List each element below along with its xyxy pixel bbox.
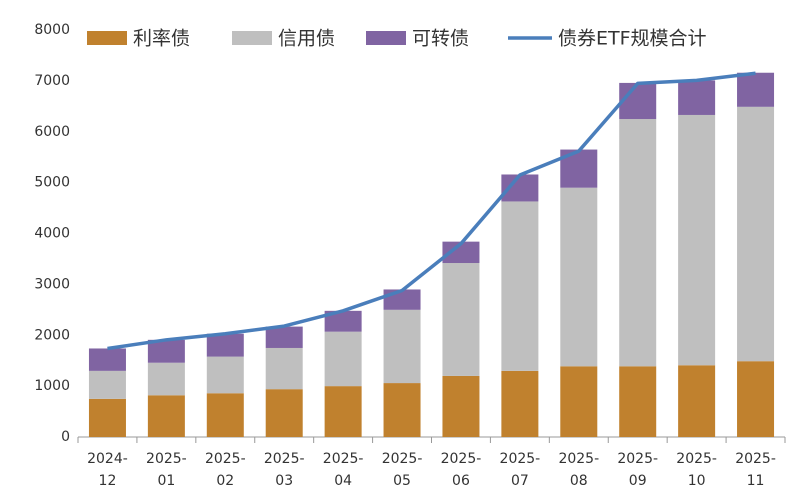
y-tick-label: 4000 — [34, 226, 70, 242]
x-tick-label: 2025- 06 — [440, 451, 482, 489]
legend-swatch — [87, 31, 127, 45]
bar-segment — [560, 366, 598, 437]
bar-segment — [265, 326, 303, 348]
bar-segment — [88, 398, 126, 437]
legend-label: 信用债 — [278, 28, 335, 50]
bar-segment — [206, 333, 244, 357]
bar-segment — [619, 366, 657, 437]
bar-segment — [560, 187, 598, 367]
bar-segment — [206, 356, 244, 394]
y-tick-label: 1000 — [34, 378, 70, 394]
x-tick-label: 2025- 08 — [558, 451, 600, 489]
bar-segment — [678, 80, 716, 115]
bar-segment — [147, 362, 185, 396]
x-tick-label: 2025- 09 — [617, 451, 659, 489]
x-tick-label: 2025- 05 — [381, 451, 423, 489]
bar-segment — [147, 395, 185, 437]
bar-segment — [619, 82, 657, 120]
x-tick-label: 2025- 03 — [263, 451, 305, 489]
bar-segment — [442, 375, 480, 437]
legend-swatch — [232, 31, 272, 45]
bar-segment — [88, 348, 126, 371]
x-tick-label: 2025- 07 — [499, 451, 541, 489]
legend-swatch — [366, 31, 406, 45]
x-tick-label: 2025- 11 — [735, 451, 776, 489]
bar-segment — [265, 389, 303, 437]
bar-segment — [737, 106, 775, 362]
bar-segment — [678, 114, 716, 366]
bar-segment — [678, 365, 716, 437]
bar-segment — [737, 361, 775, 437]
legend-label: 债券ETF规模合计 — [558, 28, 707, 50]
bar-segment — [383, 383, 421, 437]
bar-segment — [383, 309, 421, 384]
bar-segment — [501, 370, 539, 437]
bar-segment — [324, 310, 362, 332]
y-tick-label: 6000 — [34, 124, 70, 140]
y-tick-label: 8000 — [34, 22, 70, 38]
bar-segment — [265, 347, 303, 390]
bar-segment — [619, 119, 657, 367]
bar-segment — [442, 263, 480, 376]
bar-segment — [324, 331, 362, 387]
total-line — [107, 71, 756, 351]
y-tick-label: 5000 — [34, 175, 70, 191]
y-tick-label: 0 — [61, 429, 70, 445]
x-tick-label: 2025- 04 — [322, 451, 364, 489]
y-tick-label: 3000 — [34, 276, 70, 292]
bar-segment — [383, 289, 421, 310]
bar-segment — [501, 201, 539, 371]
x-tick-label: 2025- 02 — [204, 451, 246, 489]
y-tick-label: 2000 — [34, 327, 70, 343]
bar-segment — [147, 339, 185, 363]
y-tick-label: 7000 — [34, 73, 70, 89]
x-tick-label: 2025- 01 — [146, 451, 187, 489]
x-tick-label: 2024- 12 — [87, 451, 128, 489]
bar-segment — [442, 241, 480, 264]
bar-segment — [737, 72, 775, 107]
legend-label: 可转债 — [412, 28, 469, 50]
bar-segment — [88, 370, 126, 399]
x-tick-label: 2025- 10 — [676, 451, 717, 489]
bar-segment — [206, 393, 244, 437]
legend-label: 利率债 — [133, 28, 190, 50]
bar-segment — [324, 386, 362, 437]
